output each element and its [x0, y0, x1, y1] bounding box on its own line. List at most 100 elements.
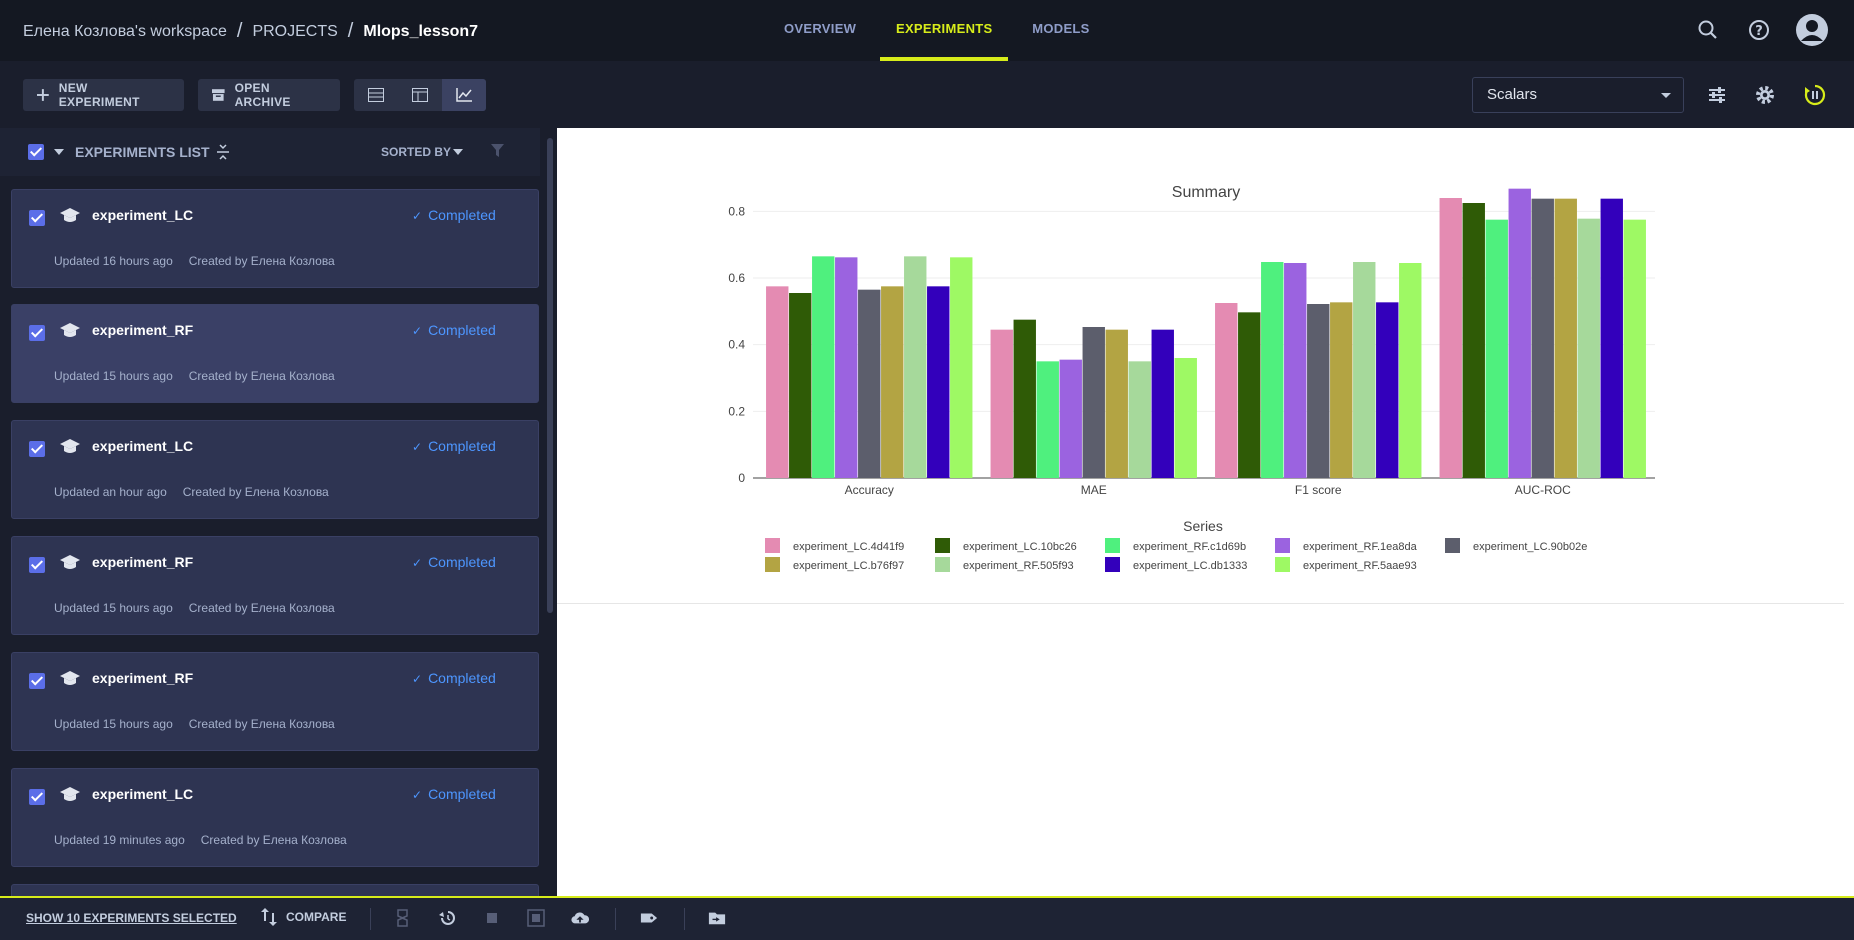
experiment-card-partial[interactable]: [11, 884, 539, 896]
open-archive-button[interactable]: OPEN ARCHIVE: [198, 79, 340, 111]
collapse-icon[interactable]: [216, 144, 230, 160]
experiment-checkbox[interactable]: [29, 557, 45, 573]
experiment-checkbox[interactable]: [29, 673, 45, 689]
new-experiment-button[interactable]: NEW EXPERIMENT: [23, 79, 184, 111]
bar: [1462, 203, 1485, 478]
reset-icon[interactable]: [439, 909, 457, 927]
user-avatar-icon[interactable]: [1795, 13, 1829, 47]
chart-view-icon: [456, 88, 472, 102]
created-by: Created by Елена Козлова: [182, 485, 329, 499]
legend-entry: experiment_LC.10bc26: [963, 541, 1077, 553]
legend-swatch: [935, 557, 950, 572]
sorted-by-button[interactable]: SORTED BY: [381, 145, 452, 159]
divider: [615, 908, 616, 930]
breadcrumb-separator: /: [236, 20, 243, 42]
chevron-down-icon[interactable]: [453, 149, 463, 155]
tab-experiments[interactable]: EXPERIMENTS: [880, 0, 1009, 61]
publish-icon[interactable]: [527, 909, 545, 927]
show-selected-link[interactable]: SHOW 10 EXPERIMENTS SELECTED: [26, 911, 237, 925]
experiment-meta: Updated 19 minutes ago Created by Елена К…: [54, 833, 347, 847]
experiment-meta: Updated 15 hours ago Created by Елена Коз…: [54, 717, 335, 731]
chevron-down-icon: [1661, 93, 1671, 98]
compare-button[interactable]: COMPARE: [260, 908, 346, 926]
experiment-checkbox[interactable]: [29, 210, 45, 226]
y-tick-label: 0.2: [728, 404, 745, 418]
legend-entry: experiment_RF.1ea8da: [1303, 541, 1418, 553]
chevron-down-icon[interactable]: [54, 149, 64, 155]
bar: [1261, 262, 1284, 478]
svg-text:?: ?: [1755, 24, 1763, 39]
select-all-checkbox[interactable]: [28, 144, 44, 160]
bar: [1105, 329, 1128, 478]
breadcrumb-project[interactable]: Mlops_lesson7: [363, 22, 479, 40]
bar: [927, 286, 950, 478]
experiments-list-title: EXPERIMENTS LIST: [75, 144, 210, 160]
abort-icon[interactable]: [395, 909, 413, 927]
experiment-name[interactable]: experiment_LC: [92, 438, 194, 454]
y-tick-label: 0.4: [728, 338, 745, 352]
created-by: Created by Елена Козлова: [188, 369, 335, 383]
experiment-card[interactable]: experiment_LC Completed Updated 19 minut…: [11, 768, 539, 867]
summary-bar-chart: Summary 0 0.2 0.4 0.6 0.8 Accuracy MAE F1 score A…: [728, 184, 1655, 572]
chart-view-button[interactable]: [442, 79, 486, 111]
view-mode-toggle: [354, 79, 486, 111]
experiment-card[interactable]: experiment_LC Completed Updated 16 hours…: [11, 189, 539, 288]
breadcrumb-workspace[interactable]: Елена Козлова's workspace: [23, 22, 227, 40]
legend-swatch: [1275, 538, 1290, 553]
search-icon[interactable]: [1695, 17, 1721, 43]
experiment-checkbox[interactable]: [29, 325, 45, 341]
help-icon[interactable]: ?: [1746, 17, 1772, 43]
tab-overview[interactable]: OVERVIEW: [784, 21, 857, 36]
stop-icon[interactable]: [483, 909, 501, 927]
gear-icon[interactable]: [1754, 84, 1776, 106]
updated-time: Updated 19 minutes ago: [54, 833, 185, 847]
updated-time: Updated 15 hours ago: [54, 717, 173, 731]
table-view-button[interactable]: [354, 79, 398, 111]
move-to-project-icon[interactable]: [708, 909, 726, 927]
bar: [904, 256, 927, 478]
divider: [684, 908, 685, 930]
bar: [1082, 327, 1105, 478]
list-scrollbar[interactable]: [547, 138, 553, 613]
experiment-name[interactable]: experiment_LC: [92, 786, 194, 802]
bar: [1238, 312, 1261, 478]
experiment-checkbox[interactable]: [29, 789, 45, 805]
filter-icon[interactable]: [491, 144, 504, 157]
bar: [858, 289, 881, 478]
legend-swatch: [765, 538, 780, 553]
bar: [881, 286, 904, 478]
legend-title: Series: [1183, 518, 1223, 534]
created-by: Created by Елена Козлова: [200, 833, 347, 847]
bar: [990, 329, 1013, 478]
experiment-meta: Updated 16 hours ago Created by Елена Коз…: [54, 254, 335, 268]
legend-swatch: [765, 557, 780, 572]
sliders-icon[interactable]: [1707, 85, 1727, 105]
experiment-name[interactable]: experiment_LC: [92, 207, 194, 223]
experiment-card[interactable]: experiment_RF Completed Updated 15 hours…: [11, 536, 539, 635]
tag-icon[interactable]: [640, 909, 658, 927]
experiment-name[interactable]: experiment_RF: [92, 554, 194, 570]
status-badge: Completed: [412, 786, 496, 802]
experiment-card[interactable]: experiment_LC Completed Updated an hour …: [11, 420, 539, 519]
x-tick-label: MAE: [1081, 483, 1107, 497]
cloud-upload-icon[interactable]: [571, 909, 589, 927]
metric-type-select[interactable]: Scalars: [1472, 77, 1684, 113]
top-bar: Елена Козлова's workspace / PROJECTS / M…: [0, 0, 1854, 61]
bar: [1059, 359, 1082, 478]
experiment-card[interactable]: experiment_RF Completed Updated 15 hours…: [11, 304, 539, 403]
legend-swatch: [1445, 538, 1460, 553]
experiment-name[interactable]: experiment_RF: [92, 322, 194, 338]
experiment-card[interactable]: experiment_RF Completed Updated 15 hours…: [11, 652, 539, 751]
tab-models[interactable]: MODELS: [1032, 21, 1090, 36]
toolbar: NEW EXPERIMENT OPEN ARCHIVE Scalars: [0, 61, 1854, 128]
experiment-checkbox[interactable]: [29, 441, 45, 457]
compare-icon: [261, 908, 277, 926]
breadcrumb-projects[interactable]: PROJECTS: [252, 22, 338, 40]
auto-refresh-icon[interactable]: [1804, 84, 1826, 106]
legend-entry: experiment_LC.4d41f9: [793, 541, 904, 553]
chart-title: Summary: [1172, 184, 1240, 201]
experiment-name[interactable]: experiment_RF: [92, 670, 194, 686]
status-badge: Completed: [412, 322, 496, 338]
legend-swatch: [1275, 557, 1290, 572]
details-view-button[interactable]: [398, 79, 442, 111]
